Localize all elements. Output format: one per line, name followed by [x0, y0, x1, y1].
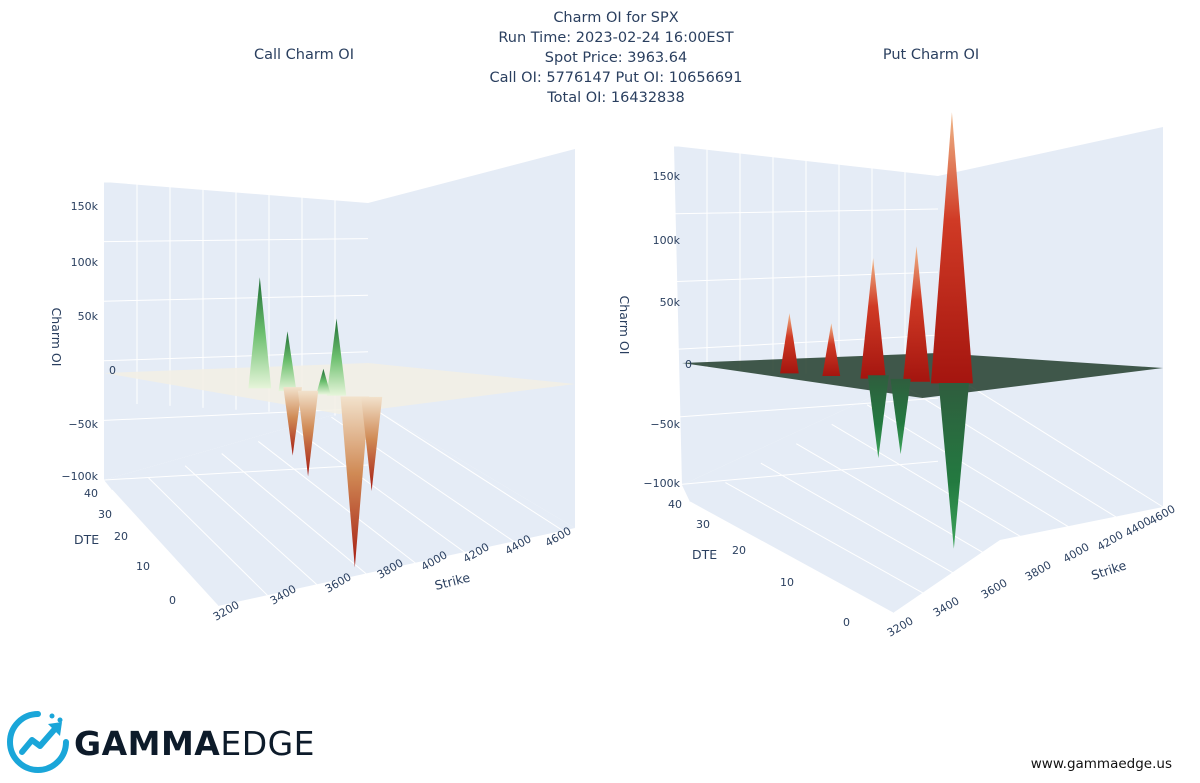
- call-chart-title: Call Charm OI: [253, 47, 355, 63]
- z-tick-label: 150k: [653, 170, 681, 183]
- positive-peak: [860, 258, 886, 379]
- brand-name-light: EDGE: [220, 724, 316, 763]
- negative-peak: [340, 396, 370, 568]
- call-z-axis-title: Charm OI: [49, 308, 64, 367]
- call-surface: [104, 277, 575, 568]
- negative-peak: [283, 387, 303, 456]
- z-tick-label: 100k: [653, 234, 681, 247]
- brand-name-bold: GAMMA: [74, 724, 221, 763]
- website-link[interactable]: www.gammaedge.us: [1030, 756, 1172, 772]
- x-tick-label: 3600: [979, 576, 1010, 601]
- gridline: [689, 501, 894, 614]
- gridline: [257, 441, 417, 565]
- y-tick-label: 40: [84, 487, 98, 500]
- gridline: [673, 460, 939, 486]
- positive-peak: [822, 323, 841, 377]
- total-oi: Total OI: 16432838: [547, 90, 685, 106]
- gridline: [221, 453, 368, 575]
- open-interest: Call OI: 5776147 Put OI: 10656691: [489, 70, 743, 86]
- put-x-axis-title: Strike: [1089, 557, 1128, 582]
- gridline: [760, 462, 971, 584]
- positive-peak: [903, 246, 930, 382]
- gridline: [111, 489, 219, 607]
- z-tick-label: −50k: [68, 418, 98, 431]
- z-tick-label: 50k: [660, 296, 681, 309]
- gridline: [725, 482, 932, 599]
- z-tick-label: 0: [685, 358, 692, 371]
- x-tick-label: 4200: [1095, 528, 1126, 553]
- positive-peak: [930, 112, 973, 384]
- gridline: [831, 423, 1048, 553]
- call-back-wall-right: [368, 149, 575, 528]
- put-chart-title: Put Charm OI: [882, 47, 980, 63]
- y-tick-label: 10: [136, 560, 150, 573]
- y-tick-label: 10: [780, 576, 794, 589]
- call-floor: [104, 405, 575, 606]
- gridline: [103, 464, 369, 481]
- y-tick-label: 0: [843, 616, 850, 629]
- y-tick-label: 0: [169, 594, 176, 607]
- z-tick-label: 0: [109, 364, 116, 377]
- call-y-axis-title: DTE: [74, 532, 99, 547]
- x-tick-label: 3400: [931, 594, 962, 619]
- gridline: [184, 465, 318, 586]
- negative-peak: [297, 390, 319, 477]
- gridline: [294, 428, 467, 554]
- y-tick-label: 20: [114, 530, 128, 543]
- z-tick-label: 50k: [78, 310, 99, 323]
- positive-peak: [316, 368, 331, 395]
- y-tick-label: 20: [732, 544, 746, 557]
- y-tick-label: 30: [98, 508, 112, 521]
- put-gridlines: [673, 145, 1164, 614]
- chart-title: Charm OI for SPX: [553, 10, 679, 26]
- positive-peak: [248, 277, 272, 389]
- put-back-wall-right: [938, 127, 1163, 507]
- gridline: [796, 443, 1009, 569]
- x-tick-label: 3800: [1023, 558, 1054, 583]
- brand-name: GAMMAEDGE: [74, 724, 315, 763]
- put-z-axis-title: Charm OI: [617, 296, 632, 355]
- positive-peak: [780, 313, 799, 374]
- gammaedge-logo: GAMMAEDGE: [4, 708, 315, 776]
- z-tick-label: −50k: [650, 418, 680, 431]
- negative-peak: [867, 375, 889, 459]
- spot-price: Spot Price: 3963.64: [544, 50, 688, 66]
- x-tick-label: 4000: [1061, 540, 1092, 565]
- put-floor: [682, 366, 1163, 613]
- negative-peak: [361, 396, 383, 491]
- gridline: [148, 477, 268, 596]
- chart-title-block: Charm OI for SPX Run Time: 2023-02-24 16…: [0, 8, 1200, 108]
- call-x-axis-title: Strike: [433, 570, 472, 593]
- y-tick-label: 40: [668, 498, 682, 511]
- z-tick-label: 100k: [71, 256, 99, 269]
- positive-peak: [326, 318, 347, 396]
- z-tick-label: 150k: [71, 200, 99, 213]
- x-tick-label: 3200: [885, 614, 916, 639]
- gridline: [367, 404, 566, 533]
- negative-peak: [938, 382, 970, 549]
- trend-arrow-icon: [7, 711, 69, 773]
- y-tick-label: 30: [696, 518, 710, 531]
- z-tick-label: −100k: [61, 470, 98, 483]
- run-time: Run Time: 2023-02-24 16:00EST: [498, 30, 734, 46]
- z-tick-label: −100k: [643, 477, 680, 490]
- gridline: [902, 385, 1125, 523]
- put-surface: [682, 112, 1163, 549]
- negative-peak: [890, 378, 911, 455]
- put-y-axis-title: DTE: [692, 547, 717, 562]
- positive-peak: [278, 331, 297, 392]
